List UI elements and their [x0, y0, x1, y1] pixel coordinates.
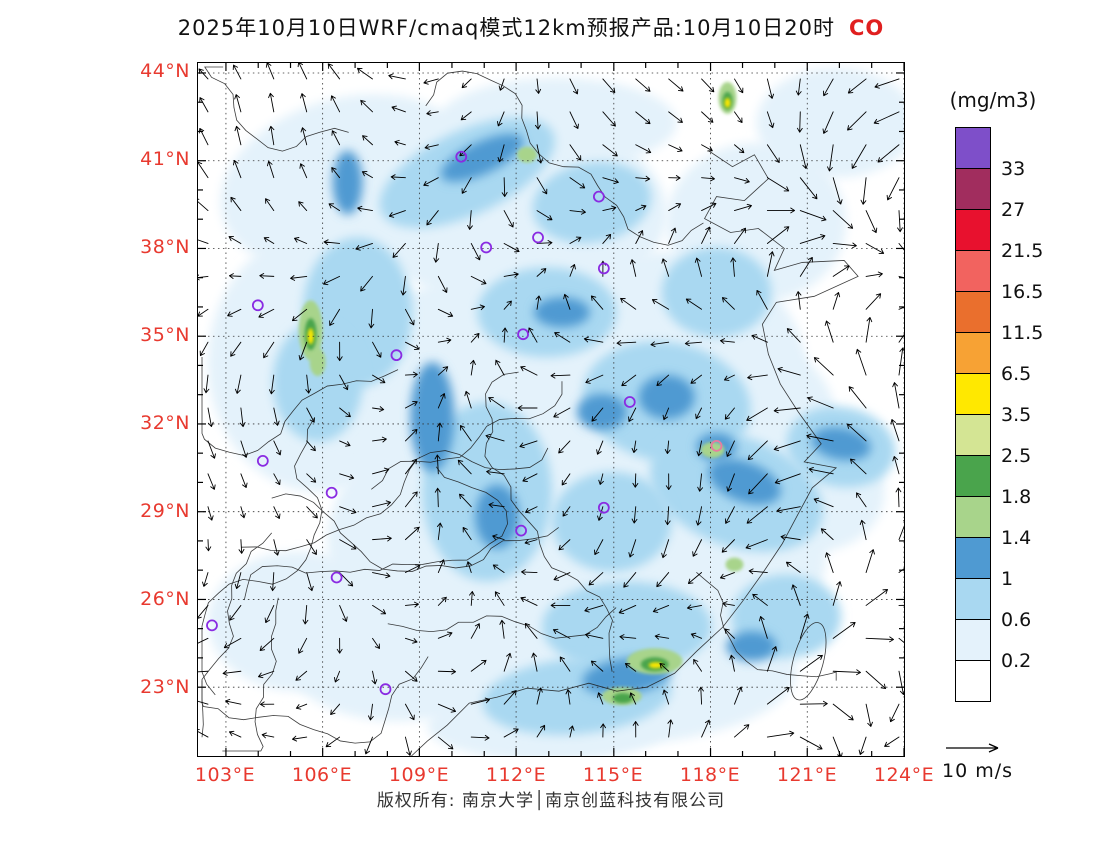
province-boundary: [201, 532, 273, 738]
colorbar-unit: (mg/m3): [949, 88, 1037, 112]
city-marker: [480, 241, 493, 254]
title-text: 2025年10月10日WRF/cmaq模式12km预报产品:10月10日20时: [177, 16, 835, 40]
lat-tick-label: 26°N: [140, 588, 190, 610]
colorbar-block: [955, 455, 991, 497]
colorbar-block: [955, 537, 991, 579]
city-marker: [390, 349, 403, 362]
city-marker: [379, 683, 392, 696]
colorbar-block: [955, 168, 991, 210]
wind-reference-arrow-icon: [946, 743, 999, 753]
colorbar-block: [955, 209, 991, 251]
city-marker: [325, 486, 338, 499]
lon-tick-label: 103°E: [194, 764, 256, 786]
map-canvas: [198, 63, 904, 756]
lon-tick-label: 106°E: [291, 764, 353, 786]
city-marker: [251, 299, 264, 312]
city-marker: [532, 231, 544, 244]
lon-tick-label: 121°E: [776, 764, 838, 786]
colorbar-tick-label: 1.8: [1001, 486, 1032, 508]
lat-tick-label: 44°N: [140, 60, 190, 82]
province-boundary: [425, 70, 704, 246]
city-marker: [330, 571, 343, 584]
province-boundary: [484, 371, 613, 672]
lat-tick-label: 38°N: [140, 236, 190, 258]
pollutant-label: CO: [848, 16, 885, 40]
colorbar-tick-label: 3.5: [1001, 404, 1032, 426]
lon-tick-label: 115°E: [582, 764, 644, 786]
city-marker: [597, 262, 610, 275]
city-marker: [592, 190, 605, 203]
axis-ticks: [198, 63, 904, 756]
wind-speed-label: 10 m/s: [942, 760, 1014, 782]
page-title: 2025年10月10日WRF/cmaq模式12km预报产品:10月10日20时 C…: [0, 12, 1062, 42]
colorbar-tick-label: 0.2: [1001, 650, 1032, 672]
coastline: [411, 150, 859, 756]
boundary-layer: [201, 66, 859, 756]
city-marker-layer: [206, 150, 636, 696]
colorbar-block: [955, 250, 991, 292]
lon-tick-label: 112°E: [485, 764, 547, 786]
province-boundary: [241, 447, 549, 552]
city-marker: [597, 501, 610, 514]
lon-tick-label: 124°E: [873, 764, 935, 786]
colorbar-block: [955, 332, 991, 374]
lat-tick-label: 41°N: [140, 148, 190, 170]
city-marker-alt-layer: [710, 440, 723, 452]
lat-tick-label: 32°N: [140, 412, 190, 434]
wind-legend: 10 m/s: [942, 740, 1062, 782]
city-marker: [206, 619, 218, 632]
colorbar-tick-label: 33: [1001, 158, 1026, 180]
province-boundary: [201, 356, 399, 456]
colorbar-tick-label: 6.5: [1001, 363, 1032, 385]
colorbar: 33 27 21.5 16.5 11.5 6.5 3.5 2.5 1.8 1.4 1 0.6 0.2: [955, 127, 1043, 702]
city-marker: [517, 328, 529, 341]
lon-tick-label: 118°E: [679, 764, 741, 786]
copyright-footer: 版权所有: 南京大学│南京创蓝科技有限公司: [376, 791, 726, 811]
colorbar-block: [955, 373, 991, 415]
colorbar-tick-label: 27: [1001, 199, 1026, 221]
colorbar-block: [955, 578, 991, 620]
province-boundary: [204, 66, 349, 152]
city-marker: [623, 396, 636, 408]
city-marker: [710, 440, 723, 452]
colorbar-tick-label: 1: [1001, 568, 1014, 590]
map-plot: [197, 62, 905, 757]
lat-tick-label: 35°N: [140, 324, 190, 346]
province-boundary: [201, 417, 323, 696]
city-marker: [455, 150, 468, 163]
province-boundary: [222, 597, 279, 752]
shading-layer: [207, 68, 904, 756]
colorbar-tick-label: 11.5: [1001, 322, 1044, 344]
province-boundary: [271, 493, 559, 572]
colorbar-block: [955, 496, 991, 538]
province-boundary: [371, 381, 563, 490]
colorbar-block: [955, 414, 991, 456]
city-marker: [515, 524, 527, 537]
lat-tick-label: 29°N: [140, 500, 190, 522]
wind-arrow-layer: [198, 63, 904, 756]
colorbar-tick-label: 21.5: [1001, 240, 1044, 262]
colorbar-tick-label: 1.4: [1001, 527, 1032, 549]
colorbar-block: [955, 127, 991, 169]
province-boundary: [696, 572, 837, 681]
colorbar-tick-label: 16.5: [1001, 281, 1044, 303]
colorbar-tick-label: 0.6: [1001, 609, 1032, 631]
lat-tick-label: 23°N: [140, 676, 190, 698]
colorbar-block: [955, 619, 991, 661]
colorbar-block: [955, 660, 991, 702]
city-marker: [256, 454, 269, 467]
province-boundary: [243, 466, 508, 601]
colorbar-tick-label: 2.5: [1001, 445, 1032, 467]
lon-tick-label: 109°E: [388, 764, 450, 786]
colorbar-block: [955, 291, 991, 333]
island-outline: [790, 622, 827, 701]
